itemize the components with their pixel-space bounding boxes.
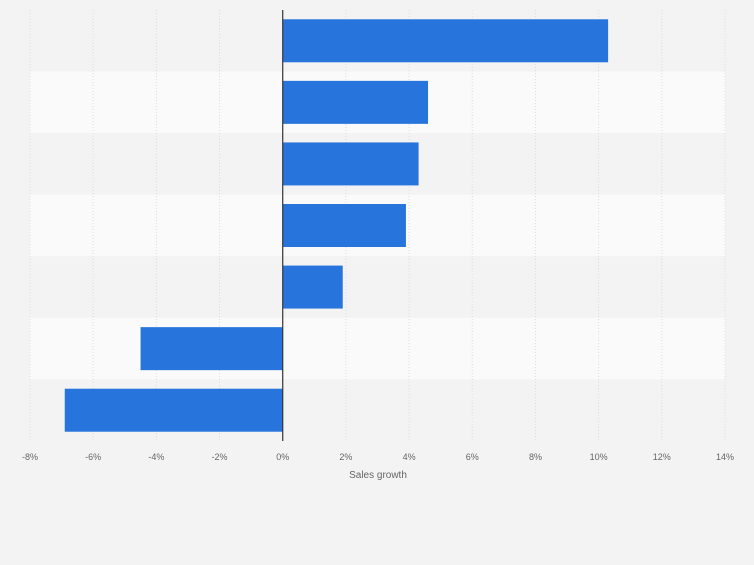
bar — [64, 388, 283, 432]
x-tick-label: -6% — [85, 452, 101, 462]
x-tick-label: -4% — [148, 452, 164, 462]
x-tick-label: -2% — [212, 452, 228, 462]
x-tick-label: 12% — [653, 452, 671, 462]
x-tick-label: 8% — [529, 452, 542, 462]
x-tick-label: -8% — [22, 452, 38, 462]
x-tick-label: 6% — [466, 452, 479, 462]
row-band — [30, 256, 725, 318]
row-band — [30, 317, 725, 380]
x-tick-label: 14% — [716, 452, 734, 462]
x-axis-ticks: -8% -6% -4% -2% 0% 2% 4% 6% 8% 10% 12% 14% — [22, 452, 734, 462]
bar — [282, 265, 343, 309]
bar — [282, 80, 429, 124]
x-tick-label: 0% — [276, 452, 289, 462]
bars — [64, 19, 609, 432]
bar — [282, 19, 609, 63]
x-tick-label: 4% — [403, 452, 416, 462]
bar — [282, 204, 406, 247]
x-tick-label: 2% — [339, 452, 352, 462]
x-tick-label: 10% — [590, 452, 608, 462]
x-axis-label: Sales growth — [349, 470, 407, 481]
bar — [282, 142, 419, 186]
bar — [140, 327, 283, 371]
